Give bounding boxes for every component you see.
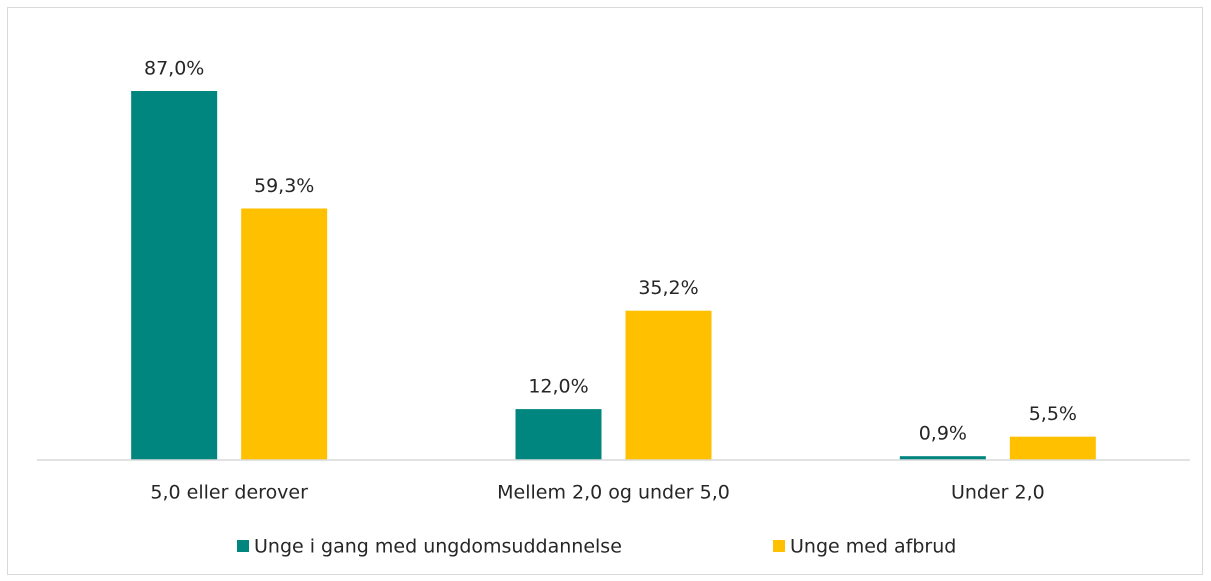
legend-swatch <box>773 540 785 552</box>
data-label: 87,0% <box>144 58 204 80</box>
x-tick-label: Under 2,0 <box>951 482 1045 504</box>
bar <box>515 409 602 460</box>
bar <box>1009 436 1096 460</box>
bar <box>131 91 218 460</box>
bar <box>899 456 986 460</box>
legend-label: Unge med afbrud <box>790 536 956 558</box>
bar <box>241 208 328 460</box>
legend-label: Unge i gang med ungdomsuddannelse <box>254 536 622 558</box>
legend-swatch <box>237 540 249 552</box>
data-label: 59,3% <box>254 175 314 197</box>
bar <box>625 310 712 460</box>
data-label: 5,5% <box>1029 403 1077 425</box>
x-tick-label: 5,0 eller derover <box>150 482 308 504</box>
data-label: 35,2% <box>638 277 698 299</box>
x-tick-label: Mellem 2,0 og under 5,0 <box>497 482 730 504</box>
data-label: 0,9% <box>919 423 967 445</box>
data-label: 12,0% <box>528 376 588 398</box>
